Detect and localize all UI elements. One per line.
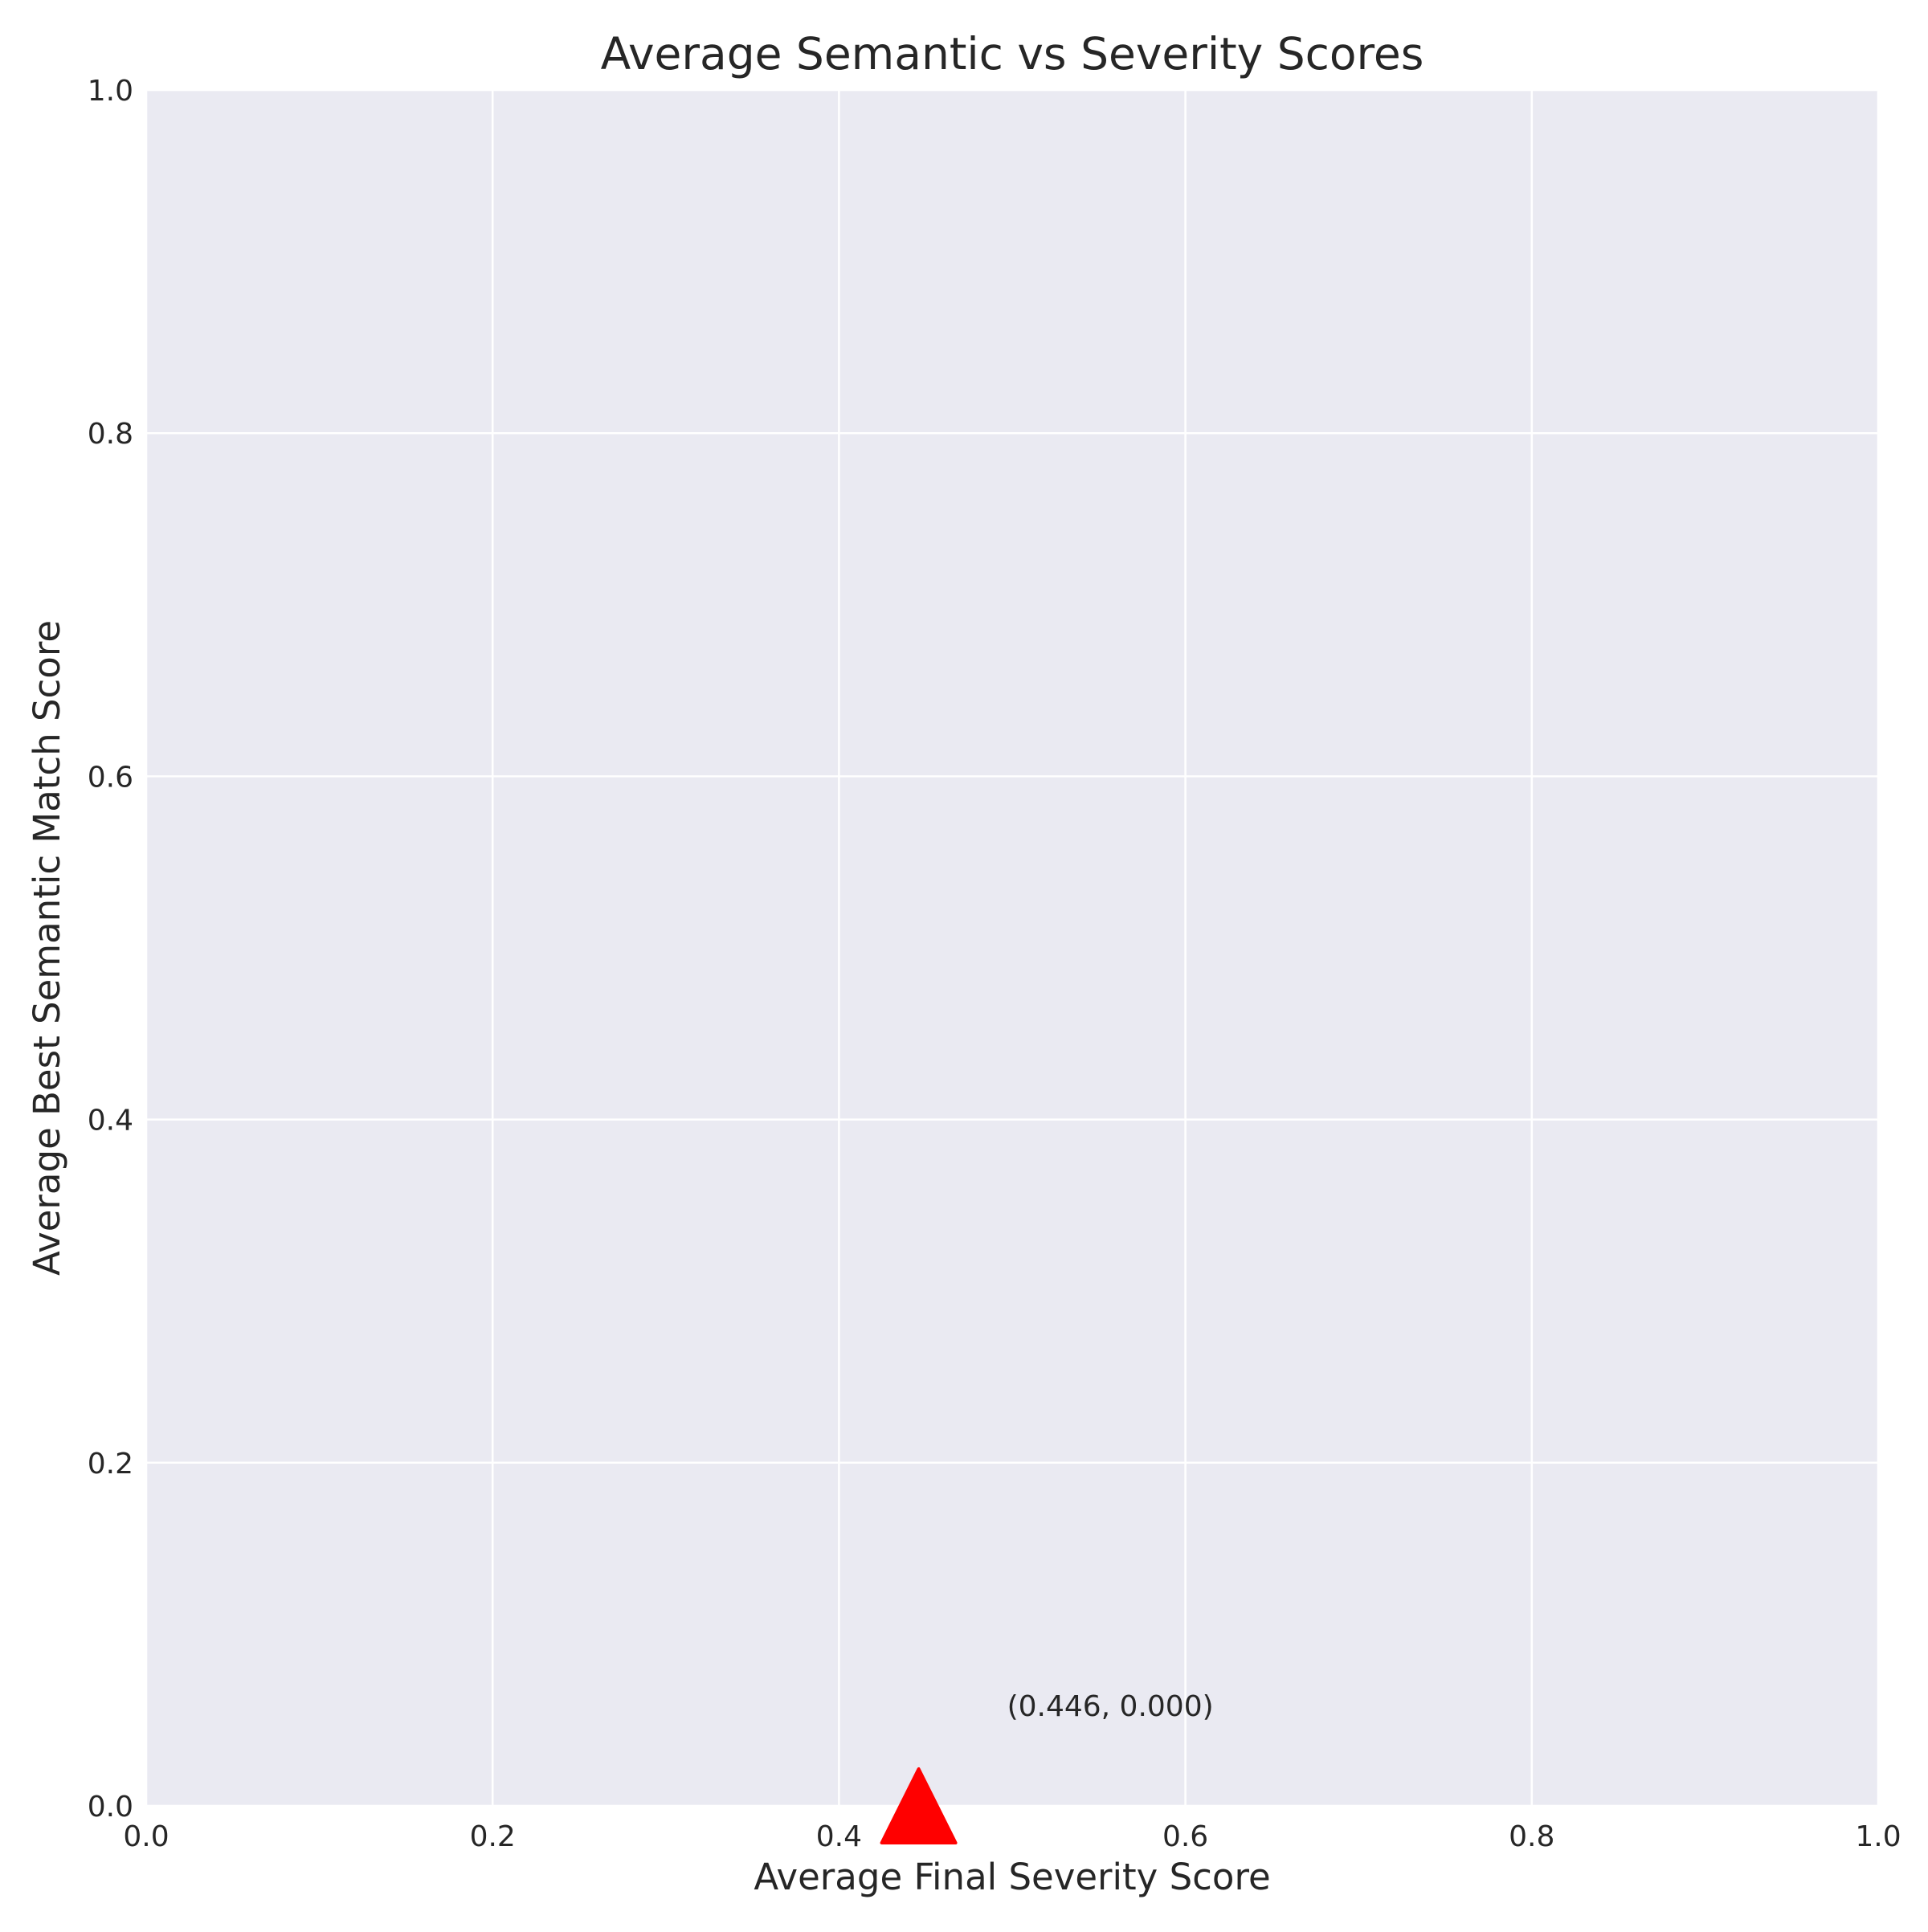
- chart-title: Average Semantic vs Severity Scores: [601, 28, 1424, 80]
- y-tick-label: 0.8: [88, 418, 133, 451]
- x-tick-label: 1.0: [1855, 1820, 1901, 1853]
- plot-area: [146, 90, 1878, 1806]
- y-tick-label: 0.2: [88, 1448, 133, 1481]
- x-axis-label: Average Final Severity Score: [754, 1856, 1270, 1898]
- x-tick-label: 0.8: [1509, 1820, 1554, 1853]
- y-tick-label: 0.6: [88, 761, 133, 794]
- data-point-annotation: (0.446, 0.000): [1007, 1690, 1214, 1723]
- y-tick-label: 0.4: [88, 1105, 133, 1138]
- data-point-marker: [880, 1767, 958, 1844]
- y-axis-label: Average Best Semantic Match Score: [26, 620, 68, 1276]
- x-tick-label: 0.2: [470, 1820, 516, 1853]
- y-tick-label: 0.0: [88, 1791, 133, 1824]
- grid-lines: [145, 88, 1880, 1807]
- x-tick-label: 0.0: [123, 1820, 169, 1853]
- data-points: (0.446, 0.000): [880, 1690, 1214, 1844]
- x-tick-label: 0.4: [816, 1820, 862, 1853]
- y-tick-label: 1.0: [88, 75, 133, 108]
- tick-labels: 0.0 0.2 0.4 0.6 0.8 1.0 0.0 0.2 0.4 0.6 0.8 1.0: [88, 75, 1901, 1853]
- x-tick-label: 0.6: [1162, 1820, 1208, 1853]
